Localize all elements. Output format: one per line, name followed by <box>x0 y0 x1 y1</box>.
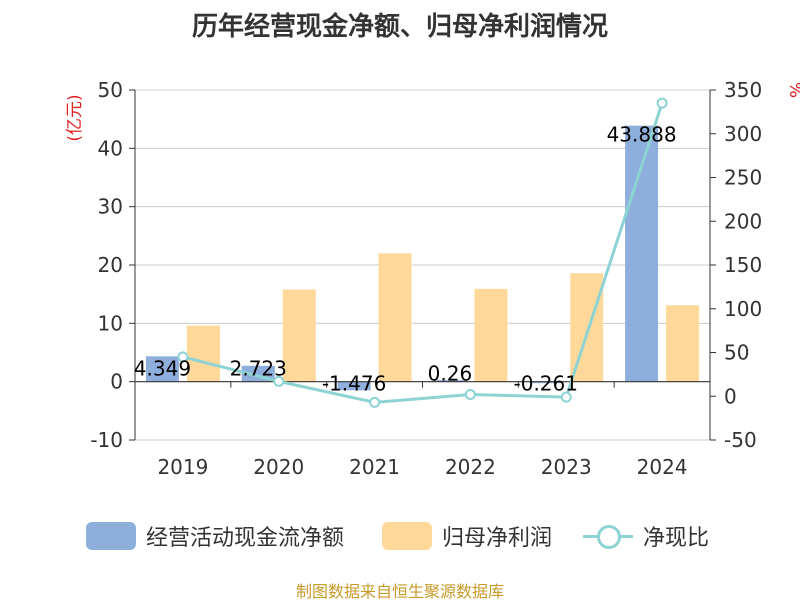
bar-cashflow-2023 <box>529 381 563 384</box>
bar-cashflow-2021 <box>337 381 371 391</box>
data-label-cashflow-2024: 43.888 <box>607 123 677 147</box>
x-tick-label-2021: 2021 <box>349 455 400 479</box>
legend-label-profit: 归母净利润 <box>442 526 553 551</box>
legend-swatch-profit <box>382 522 432 550</box>
data-labels: 4.349 2.723 -1.476 0.26 -0.261 43.888 <box>134 123 677 396</box>
left-tick-label-5: 40 <box>98 136 123 160</box>
data-label-cashflow-2020: 2.723 <box>230 357 287 381</box>
ratio-point-2022 <box>464 389 476 400</box>
left-axis-unit: (亿元) <box>65 94 85 141</box>
left-tick-label-1: 0 <box>110 370 123 394</box>
legend-line-ratio <box>583 522 633 550</box>
right-tick-label-5: 200 <box>724 209 762 233</box>
x-tick-label-2024: 2024 <box>637 455 688 479</box>
legend-label-ratio: 净现比 <box>643 526 710 551</box>
data-label-cashflow-2019: 4.349 <box>134 357 191 381</box>
data-label-cashflow-2023: -0.261 <box>514 372 578 396</box>
ratio-point-2021 <box>369 396 381 408</box>
legend-label-cashflow: 经营活动现金流净额 <box>146 526 345 551</box>
bars <box>145 125 700 391</box>
legend-swatch-cashflow <box>86 522 136 550</box>
bar-cashflow-2019 <box>145 356 179 382</box>
legend-item-ratio[interactable]: 净现比 <box>583 516 709 556</box>
tick-labels: -10 0 10 20 30 40 50 -50 0 50 100 150 200 250 300 350 20… <box>90 78 762 479</box>
left-tick-label-4: 30 <box>98 195 123 219</box>
x-tick-label-2022: 2022 <box>445 455 496 479</box>
right-tick-label-0: -50 <box>724 428 757 452</box>
right-tick-label-7: 300 <box>724 122 762 146</box>
right-tick-label-1: 0 <box>724 384 737 408</box>
bar-profit-2019 <box>186 325 220 382</box>
ratio-point-2024 <box>656 97 668 109</box>
right-tick-label-2: 50 <box>724 341 749 365</box>
bar-profit-2024 <box>666 305 700 382</box>
right-tick-label-8: 350 <box>724 78 762 102</box>
ratio-point-2019 <box>177 351 189 363</box>
x-tick-label-2019: 2019 <box>157 455 208 479</box>
chart-plot: 4.349 2.723 -1.476 0.26 -0.261 43.888 -10 0 10 2… <box>65 78 800 479</box>
legend-item-cashflow[interactable]: 经营活动现金流净额 <box>86 516 344 556</box>
x-tick-label-2023: 2023 <box>541 455 592 479</box>
legend-item-profit[interactable]: 归母净利润 <box>382 516 552 556</box>
chart-title: 历年经营现金净额、归母净利润情况 <box>191 12 608 42</box>
left-tick-label-2: 10 <box>98 311 123 335</box>
left-tick-label-3: 20 <box>98 253 123 277</box>
right-axis-unit: % <box>785 82 800 98</box>
left-tick-label-0: -10 <box>90 428 123 452</box>
right-tick-label-4: 150 <box>724 253 762 277</box>
axes <box>129 89 716 441</box>
bar-profit-2021 <box>378 253 412 382</box>
right-tick-label-3: 100 <box>724 297 762 321</box>
ratio-line-path <box>182 102 664 404</box>
ratio-point-2020 <box>273 375 285 387</box>
grid-lines <box>135 89 710 441</box>
left-tick-label-6: 50 <box>98 78 123 102</box>
right-tick-label-6: 250 <box>724 166 762 190</box>
legend: 经营活动现金流净额 归母净利润 净现比 <box>0 516 800 556</box>
bar-cashflow-2022 <box>433 380 467 382</box>
data-label-cashflow-2022: 0.26 <box>428 362 473 386</box>
bar-profit-2020 <box>282 289 316 382</box>
data-label-cashflow-2021: -1.476 <box>322 372 386 396</box>
x-tick-label-2020: 2020 <box>253 455 304 479</box>
ratio-line <box>177 97 668 408</box>
ratio-point-2023 <box>560 391 572 403</box>
bar-profit-2022 <box>474 288 508 382</box>
data-source: 制图数据来自恒生聚源数据库 <box>295 582 504 601</box>
